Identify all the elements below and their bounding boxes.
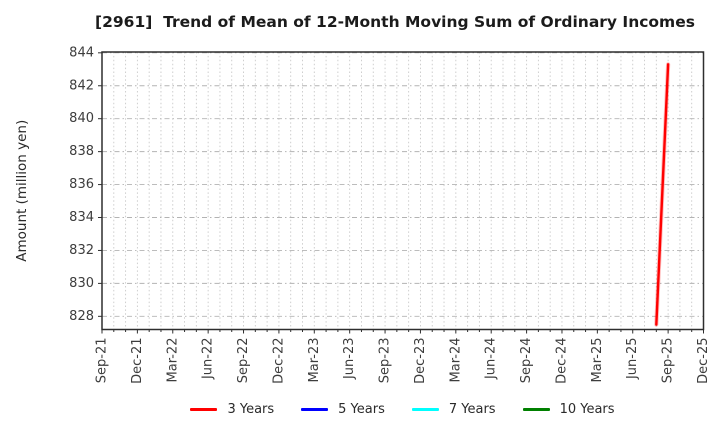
legend-label: 3 Years (227, 402, 275, 417)
legend-item-10-years: 10 Years (522, 402, 615, 417)
x-tick-label: Jun-23 (342, 338, 357, 381)
legend: 3 Years 5 Years 7 Years 10 Years (102, 403, 703, 416)
x-tick-label: Sep-22 (236, 338, 251, 384)
x-tick-label: Jun-24 (484, 338, 499, 381)
y-tick-label: 840 (69, 111, 94, 126)
chart-title: [2961] Trend of Mean of 12-Month Moving … (95, 13, 695, 31)
grid-vertical (113, 52, 693, 330)
x-tick-label: Sep-21 (95, 338, 110, 384)
legend-item-3-years: 3 Years (190, 403, 274, 416)
series-lines (654, 62, 671, 327)
legend-item-7-years: 7 Years (411, 402, 496, 417)
x-tick-label: Dec-21 (130, 338, 145, 384)
legend-label: 7 Years (448, 402, 496, 417)
x-tick-label: Sep-24 (519, 338, 534, 384)
series-line-3-years (655, 63, 670, 326)
y-tick-label: 834 (69, 210, 94, 225)
legend-label: 5 Years (338, 402, 385, 417)
legend-line-icon (301, 408, 329, 411)
y-tick-label: 836 (69, 177, 94, 192)
legend-line-icon (411, 408, 439, 411)
legend-item-5-years: 5 Years (301, 403, 385, 416)
x-tick-label: Dec-25 (696, 338, 711, 384)
grid-horizontal (102, 52, 704, 317)
y-tick-label: 842 (69, 78, 94, 93)
x-tick-label: Mar-25 (590, 338, 605, 383)
y-tick-label: 830 (69, 276, 94, 291)
y-tick-label: 828 (69, 309, 94, 324)
y-tick-label: 844 (69, 45, 94, 60)
x-tick-label: Sep-23 (378, 338, 393, 384)
y-tick-label: 832 (69, 243, 94, 258)
x-tick-label: Sep-25 (661, 338, 676, 384)
x-axis: Sep-21 Dec-21 Mar-22 Jun-22 Sep-22 Dec-22 Mar-… (95, 329, 711, 384)
y-axis-title: Amount (million yen) (14, 120, 30, 262)
x-tick-label: Mar-22 (165, 338, 180, 383)
x-tick-label: Jun-25 (625, 338, 640, 381)
y-tick-label: 838 (69, 144, 94, 159)
x-tick-label: Jun-22 (201, 338, 216, 381)
x-tick-label: Mar-24 (448, 338, 463, 383)
legend-line-icon (522, 408, 550, 411)
y-axis: 828 830 832 834 836 838 840 842 844 (69, 45, 102, 324)
legend-label: 10 Years (559, 402, 615, 417)
plot-area: Sep-21 Dec-21 Mar-22 Jun-22 Sep-22 Dec-22 Mar-… (14, 45, 711, 384)
x-tick-label: Dec-24 (554, 338, 569, 384)
legend-line-icon (190, 408, 218, 411)
x-tick-label: Dec-23 (413, 338, 428, 384)
x-tick-label: Dec-22 (271, 338, 286, 384)
x-tick-label: Mar-23 (307, 338, 322, 383)
plot-border (101, 51, 705, 331)
